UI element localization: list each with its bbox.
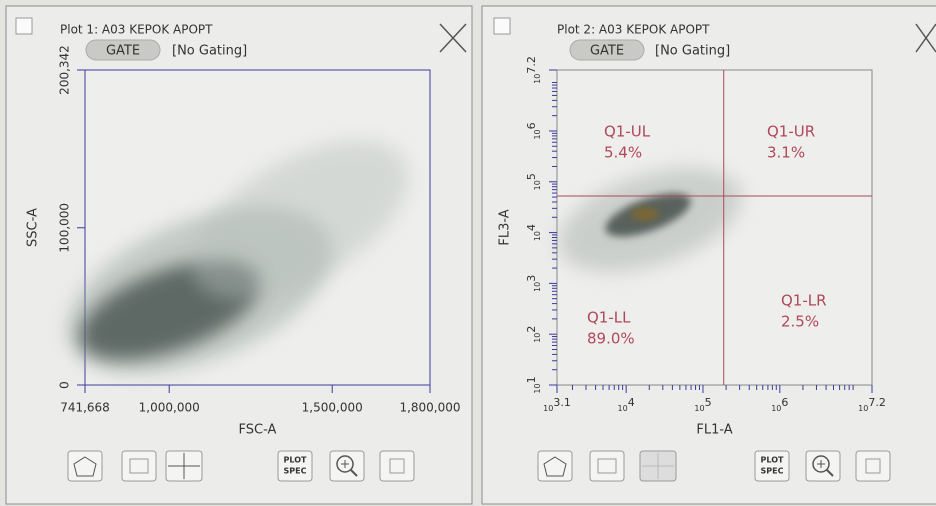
plot-title: Plot 2: A03 KEPOK APOPT xyxy=(557,23,710,37)
tick-label: 741,668 xyxy=(60,401,110,415)
tick-label: 1,800,000 xyxy=(399,401,460,415)
screen: Plot 1: A03 KEPOK APOPT GATE [No Gating]… xyxy=(0,0,936,506)
x-axis-label: FSC-A xyxy=(239,423,277,438)
tick-base: 10 xyxy=(533,333,542,343)
tick-base: 10 xyxy=(858,404,868,413)
tick-base: 10 xyxy=(533,383,542,393)
rectangle-tool[interactable] xyxy=(122,451,156,481)
quadrant-percent: 2.5% xyxy=(781,313,819,331)
button-label: PLOT xyxy=(284,456,307,465)
fit-button[interactable] xyxy=(856,451,890,481)
button-label: SPEC xyxy=(761,467,784,476)
quadrant-name: Q1-UL xyxy=(604,123,651,141)
checkbox[interactable] xyxy=(494,18,510,34)
tick-exponent: 5 xyxy=(705,396,712,409)
tick-exponent: 1 xyxy=(525,376,538,383)
tick-exponent: 3 xyxy=(525,275,538,282)
zoom-button[interactable] xyxy=(806,451,840,481)
tick-base: 10 xyxy=(533,129,542,139)
tick-base: 10 xyxy=(533,180,542,190)
tick-label: 1,000,000 xyxy=(139,401,200,415)
tick-base: 10 xyxy=(533,231,542,241)
y-axis-label: SSC-A xyxy=(26,208,41,247)
quadrant-name: Q1-LL xyxy=(587,309,631,327)
plot-spec-button[interactable]: PLOT SPEC xyxy=(278,451,312,481)
y-axis-label: FL3-A xyxy=(498,209,513,245)
x-axis-label: FL1-A xyxy=(696,423,732,438)
tick-base: 10 xyxy=(694,404,704,413)
zoom-button[interactable] xyxy=(330,451,364,481)
quadrant-percent: 3.1% xyxy=(767,144,805,162)
gating-status: [No Gating] xyxy=(655,44,730,59)
checkbox[interactable] xyxy=(16,18,32,34)
tick-exponent: 4 xyxy=(525,224,538,231)
gate-button-label: GATE xyxy=(106,44,140,59)
tick-exponent: 6 xyxy=(781,396,788,409)
tick-base: 10 xyxy=(618,404,628,413)
tick-exponent: 2 xyxy=(525,326,538,333)
tick-exponent: 3.1 xyxy=(553,396,571,409)
tick-exponent: 4 xyxy=(628,396,635,409)
tick-label: 100,000 xyxy=(58,203,72,253)
polygon-tool[interactable] xyxy=(68,451,102,481)
tick-base: 10 xyxy=(533,282,542,292)
polygon-tool[interactable] xyxy=(538,451,572,481)
tick-label: 0 xyxy=(58,381,72,389)
button-label: SPEC xyxy=(284,467,307,476)
button-label: PLOT xyxy=(761,456,784,465)
tick-exponent: 6 xyxy=(525,122,538,129)
gating-status: [No Gating] xyxy=(172,44,247,59)
tick-exponent: 7.2 xyxy=(525,56,538,74)
fit-button[interactable] xyxy=(380,451,414,481)
tick-label: 200,342 xyxy=(58,45,72,95)
quadrant-tool[interactable] xyxy=(166,451,202,481)
quadrant-name: Q1-LR xyxy=(781,292,827,310)
plot-spec-button[interactable]: PLOT SPEC xyxy=(755,451,789,481)
tick-base: 10 xyxy=(543,404,553,413)
tick-label: 1,500,000 xyxy=(302,401,363,415)
tick-base: 10 xyxy=(533,74,542,84)
tick-base: 10 xyxy=(771,404,781,413)
quadrant-percent: 5.4% xyxy=(604,144,642,162)
quadrant-tool[interactable] xyxy=(640,451,676,481)
quadrant-percent: 89.0% xyxy=(587,330,635,348)
plot-title: Plot 1: A03 KEPOK APOPT xyxy=(60,23,213,37)
rectangle-tool[interactable] xyxy=(590,451,624,481)
quadrant-name: Q1-UR xyxy=(767,123,815,141)
tick-exponent: 7.2 xyxy=(868,396,886,409)
tick-exponent: 5 xyxy=(525,173,538,180)
gate-button-label: GATE xyxy=(590,44,624,59)
